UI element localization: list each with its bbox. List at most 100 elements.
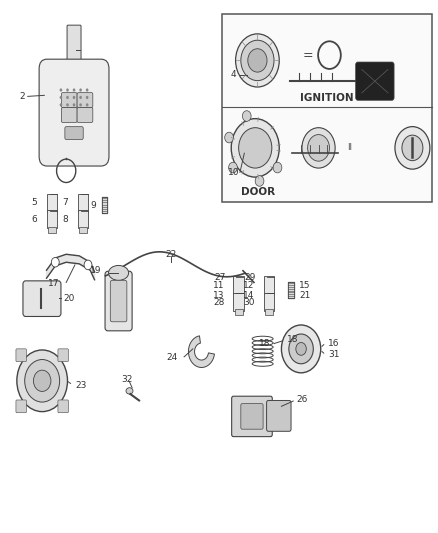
Text: 6: 6 [32,215,37,224]
FancyBboxPatch shape [267,400,291,431]
FancyBboxPatch shape [65,127,83,140]
Circle shape [66,88,69,92]
FancyBboxPatch shape [23,281,61,317]
Circle shape [402,135,423,160]
FancyBboxPatch shape [39,59,109,166]
Text: 21: 21 [299,290,310,300]
FancyBboxPatch shape [47,210,57,228]
Circle shape [395,127,430,169]
Text: 20: 20 [63,294,74,303]
Text: 10: 10 [228,168,240,177]
FancyBboxPatch shape [79,227,87,233]
Text: 24: 24 [166,353,177,362]
Circle shape [307,135,329,161]
Circle shape [296,343,306,356]
Circle shape [239,128,272,168]
Circle shape [51,257,59,267]
Circle shape [231,119,279,177]
Polygon shape [188,336,215,367]
Text: 23: 23 [75,381,86,390]
Circle shape [289,334,313,364]
Ellipse shape [126,387,133,394]
FancyBboxPatch shape [58,349,68,361]
Text: II: II [347,143,353,152]
FancyBboxPatch shape [235,309,243,316]
Text: 18: 18 [259,339,271,348]
Text: 13: 13 [213,291,224,300]
Text: 18: 18 [287,335,298,344]
Text: 31: 31 [328,350,339,359]
FancyBboxPatch shape [235,293,243,299]
Circle shape [79,88,82,92]
Circle shape [73,103,75,107]
Circle shape [241,40,274,80]
Text: 28: 28 [213,298,224,307]
Circle shape [242,111,251,122]
FancyBboxPatch shape [58,400,68,413]
FancyBboxPatch shape [16,349,26,361]
FancyBboxPatch shape [265,293,273,299]
Text: 27: 27 [214,273,226,281]
Circle shape [79,103,82,107]
FancyBboxPatch shape [232,396,272,437]
Text: 11: 11 [213,280,224,289]
FancyBboxPatch shape [48,210,56,216]
FancyBboxPatch shape [77,108,93,123]
Circle shape [282,325,321,373]
FancyBboxPatch shape [233,276,244,294]
Text: 19: 19 [90,266,101,275]
FancyBboxPatch shape [105,271,132,331]
Bar [223,14,432,201]
Circle shape [73,96,75,99]
FancyBboxPatch shape [47,193,57,212]
Circle shape [60,103,62,107]
Circle shape [84,260,92,270]
Text: 2: 2 [20,92,25,101]
Circle shape [86,88,88,92]
Text: 8: 8 [62,215,68,224]
FancyBboxPatch shape [356,62,394,100]
FancyBboxPatch shape [61,108,77,123]
Circle shape [60,88,62,92]
Text: DOOR: DOOR [241,188,276,197]
Text: 12: 12 [244,280,255,289]
Text: 30: 30 [243,298,255,307]
Text: IGNITION: IGNITION [300,93,354,103]
Circle shape [229,162,237,173]
FancyBboxPatch shape [78,193,88,212]
FancyBboxPatch shape [67,25,81,76]
FancyBboxPatch shape [48,227,56,233]
Text: 14: 14 [244,291,255,300]
FancyBboxPatch shape [77,93,93,108]
Text: =: = [302,49,313,62]
Text: 7: 7 [62,198,68,207]
FancyBboxPatch shape [264,276,275,294]
FancyBboxPatch shape [110,280,127,322]
Circle shape [225,132,233,143]
Circle shape [248,49,267,72]
Circle shape [302,128,335,168]
Circle shape [236,34,279,87]
Circle shape [66,96,69,99]
FancyBboxPatch shape [233,293,244,311]
FancyBboxPatch shape [265,309,273,316]
Text: 29: 29 [245,273,256,281]
Circle shape [60,96,62,99]
Polygon shape [46,254,95,280]
Text: 26: 26 [297,395,308,404]
Text: 5: 5 [32,198,37,207]
Circle shape [79,96,82,99]
FancyBboxPatch shape [78,210,88,228]
Text: 22: 22 [166,251,177,260]
Text: 17: 17 [48,279,60,288]
Text: 32: 32 [122,375,133,384]
FancyBboxPatch shape [61,93,77,108]
Circle shape [17,350,67,411]
Circle shape [86,96,88,99]
Circle shape [25,360,60,402]
Circle shape [255,176,264,186]
Text: 16: 16 [328,339,339,348]
Circle shape [66,103,69,107]
Text: 15: 15 [299,281,311,290]
FancyBboxPatch shape [241,403,263,429]
